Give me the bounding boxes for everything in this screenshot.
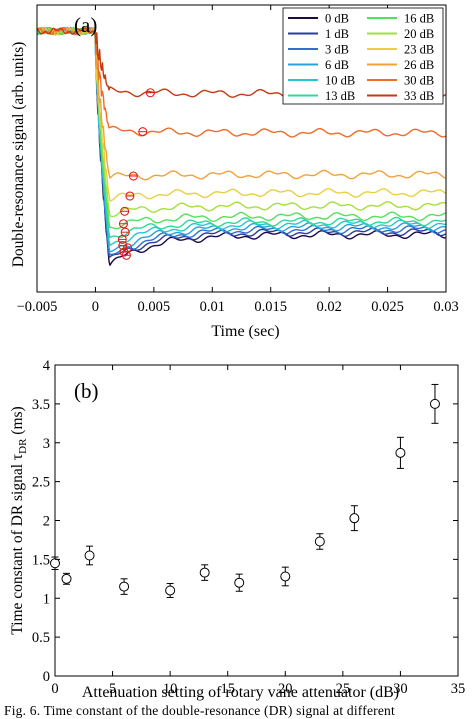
panel-b-x-tick-label: 30 <box>393 681 408 697</box>
panel-b-y-tick-label: 3.5 <box>32 397 50 413</box>
panel-a-legend-label: 1 dB <box>325 27 349 41</box>
panel-b-x-tick-label: 15 <box>220 681 235 697</box>
panel-b-chart: 0 5 10 15 20 25 30 35 0 0.5 1 1.5 2 2.5 3 3.5 4 (b) Att… <box>9 358 465 701</box>
panel-b-data-point <box>165 582 176 598</box>
panel-b-point-marker <box>119 581 130 592</box>
panel-a-x-tick-label: 0.01 <box>200 299 225 315</box>
panel-a-label: (a) <box>74 13 97 37</box>
panel-b-y-axis-label-unit: (ms) <box>9 406 26 438</box>
panel-b-data-point <box>119 578 130 595</box>
panel-a-x-tick-label: 0 <box>92 299 99 315</box>
panel-b-y-tick-label: 1.5 <box>32 552 50 568</box>
panel-a-legend-label: 30 dB <box>404 74 434 88</box>
panel-b-point-marker <box>349 513 360 524</box>
panel-b-x-tick-label: 10 <box>163 681 178 697</box>
panel-a-x-tick-label: 0.005 <box>138 299 171 315</box>
panel-a-x-tick-label: 0.025 <box>371 299 404 315</box>
panel-b-data-point <box>50 556 60 570</box>
panel-b-point-marker <box>61 573 72 584</box>
panel-a-tau-markers <box>117 88 155 260</box>
panel-b-point-marker <box>429 398 440 409</box>
panel-a-series-line <box>36 27 446 230</box>
panel-a-axes-frame <box>36 4 447 293</box>
panel-b-y-axis-label-sub: DR <box>17 438 29 454</box>
panel-b-y-tick-label: 4 <box>43 358 51 374</box>
figure-caption: Fig. 6. Time constant of the double-reso… <box>4 703 395 718</box>
panel-b-x-tick-label: 25 <box>336 681 351 697</box>
panel-a-legend-label: 26 dB <box>404 58 434 72</box>
panel-b-point-marker <box>314 536 325 547</box>
panel-a-x-tick-label: 0.02 <box>316 299 341 315</box>
panel-a-x-tick-label: −0.005 <box>17 299 58 315</box>
panel-b-data-point <box>349 505 360 532</box>
panel-a-legend-label: 16 dB <box>404 12 434 26</box>
panel-b-y-tick-label: 2 <box>43 514 50 530</box>
panel-a-series-line <box>36 26 446 138</box>
panel-a-legend-label: 23 dB <box>404 43 434 57</box>
panel-b-point-marker <box>395 447 406 458</box>
panel-a-legend-label: 10 dB <box>325 74 355 88</box>
panel-a-legend-label: 0 dB <box>325 12 349 26</box>
panel-b-x-ticks: 0 5 10 15 20 25 30 35 <box>51 365 465 697</box>
panel-a-series-lines <box>36 26 446 266</box>
panel-b-point-marker <box>280 571 291 582</box>
panel-b-y-tick-label: 1 <box>43 591 50 607</box>
panel-b-data-point <box>314 533 325 550</box>
panel-a-series-line <box>36 26 446 181</box>
panel-a-x-axis-label: Time (sec) <box>211 323 279 340</box>
panel-b-x-tick-label: 5 <box>109 681 116 697</box>
panel-b-point-marker <box>50 558 60 569</box>
panel-b-data-point <box>84 545 95 566</box>
panel-b-point-marker <box>234 577 245 588</box>
panel-b-data-point <box>234 573 245 592</box>
panel-a-legend-label: 20 dB <box>404 27 434 41</box>
panel-b-y-ticks: 0 0.5 1 1.5 2 2.5 3 3.5 4 <box>32 358 458 685</box>
panel-b-data-point <box>429 383 440 424</box>
panel-b-point-marker <box>165 585 176 596</box>
panel-a-series-line <box>36 26 446 218</box>
panel-b-data-point <box>61 572 72 585</box>
panel-b-y-tick-label: 3 <box>43 436 50 452</box>
panel-b-x-axis-label: Attenuation setting of rotary vane atten… <box>82 684 399 701</box>
panel-b-x-tick-label: 20 <box>278 681 293 697</box>
panel-b-y-tick-label: 2.5 <box>32 475 50 491</box>
panel-b-point-marker <box>199 567 210 578</box>
panel-b-label: (b) <box>74 379 99 403</box>
panel-b-data-point <box>199 564 210 581</box>
panel-a-x-tick-label: 0.03 <box>433 299 458 315</box>
panel-b-y-tick-label: 0.5 <box>32 630 50 646</box>
panel-b-point-marker <box>84 550 95 561</box>
panel-b-x-tick-label: 35 <box>451 681 466 697</box>
panel-b-axes-frame <box>54 364 459 677</box>
panel-a-legend-label: 33 dB <box>404 89 434 103</box>
panel-a-legend-box <box>282 7 444 105</box>
panel-b-x-tick-label: 0 <box>51 681 58 697</box>
panel-a-x-tick-label: 0.015 <box>254 299 287 315</box>
panel-a-legend-label: 3 dB <box>325 43 349 57</box>
panel-b-y-axis-label-main: Time constant of DR signal τ <box>9 454 26 635</box>
panel-a-legend-label: 6 dB <box>325 58 349 72</box>
panel-a-chart: −0.005 0 0.005 0.01 0.015 0.02 0.025 0.03 (a) T… <box>10 4 459 340</box>
panel-b-y-axis-label: Time constant of DR signal τDR (ms) <box>9 406 29 634</box>
panel-b-data-point <box>280 566 291 587</box>
panel-a-series-line <box>36 26 446 256</box>
panel-a-series-line <box>36 26 446 202</box>
panel-a-y-axis-label: Double-resonance signal (arb. units) <box>10 42 27 268</box>
panel-a-legend-label: 13 dB <box>325 89 355 103</box>
panel-b-y-tick-label: 0 <box>43 669 50 685</box>
panel-b-data-points <box>50 383 440 598</box>
panel-b-data-point <box>395 436 406 469</box>
panel-a-x-ticks: −0.005 0 0.005 0.01 0.015 0.02 0.025 0.03 <box>17 5 459 315</box>
panel-a-series-line <box>36 26 446 253</box>
